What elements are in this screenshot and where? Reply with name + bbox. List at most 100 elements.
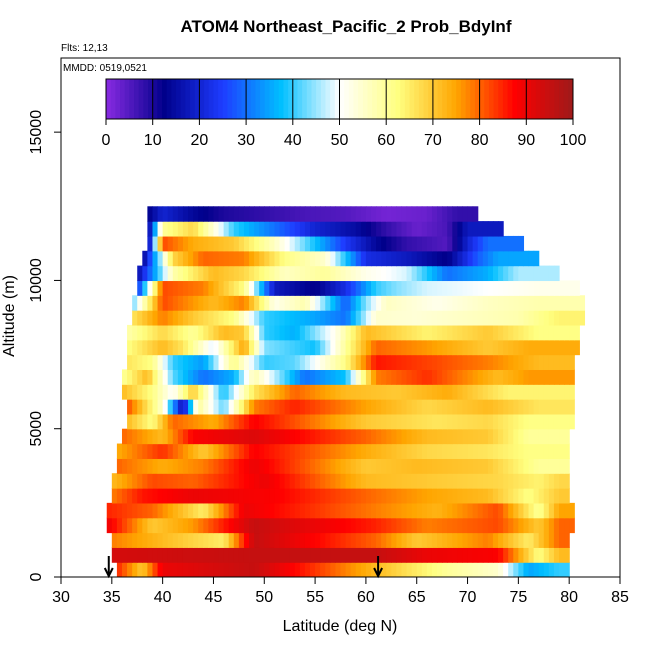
y-axis-label: Altitude (m) bbox=[1, 275, 18, 357]
heatmap-cell bbox=[137, 413, 143, 430]
heatmap-cell bbox=[162, 310, 169, 326]
heatmap-cell bbox=[238, 547, 245, 563]
heatmap-cell bbox=[365, 339, 372, 356]
heatmap-cell bbox=[406, 265, 413, 282]
heatmap-cell bbox=[569, 280, 575, 296]
heatmap-cell bbox=[386, 458, 392, 474]
heatmap-cell bbox=[467, 354, 474, 370]
heatmap-cell bbox=[335, 235, 342, 252]
heatmap-cell bbox=[325, 532, 331, 548]
heatmap-cell bbox=[452, 458, 458, 474]
heatmap-cell bbox=[518, 413, 525, 430]
heatmap-cell bbox=[498, 443, 504, 459]
heatmap-cell bbox=[386, 428, 392, 445]
heatmap-cell bbox=[360, 502, 367, 519]
heatmap-cell bbox=[559, 280, 565, 296]
colorbar-swatch bbox=[120, 79, 126, 119]
heatmap-cell bbox=[330, 458, 337, 474]
heatmap-cell bbox=[279, 265, 286, 282]
heatmap-cell bbox=[208, 250, 215, 267]
heatmap-cell bbox=[487, 562, 494, 577]
heatmap-cell bbox=[360, 458, 367, 474]
heatmap-cell bbox=[147, 354, 154, 370]
heatmap-cell bbox=[325, 339, 331, 356]
heatmap-cell bbox=[543, 295, 550, 311]
heatmap-cell bbox=[188, 324, 194, 341]
heatmap-cell bbox=[345, 399, 352, 415]
colorbar-swatch bbox=[381, 79, 387, 119]
heatmap-cell bbox=[487, 295, 494, 311]
heatmap-cell bbox=[269, 339, 276, 356]
heatmap-cell bbox=[482, 295, 489, 311]
heatmap-cell bbox=[284, 562, 291, 577]
heatmap-cell bbox=[193, 354, 199, 370]
heatmap-cell bbox=[538, 265, 545, 282]
heatmap-cell bbox=[426, 265, 433, 282]
heatmap-cell bbox=[208, 443, 215, 459]
heatmap-cell bbox=[564, 428, 570, 445]
heatmap-cell bbox=[137, 562, 143, 577]
heatmap-cell bbox=[203, 295, 209, 311]
heatmap-cell bbox=[223, 384, 230, 400]
heatmap-cell bbox=[401, 443, 408, 459]
heatmap-cell bbox=[310, 488, 316, 504]
heatmap-cell bbox=[462, 250, 469, 267]
heatmap-cell bbox=[492, 517, 499, 534]
heatmap-cell bbox=[254, 324, 260, 341]
heatmap-cell bbox=[548, 339, 555, 356]
heatmap-cell bbox=[193, 458, 199, 474]
heatmap-cell bbox=[193, 295, 199, 311]
heatmap-cell bbox=[416, 473, 423, 489]
heatmap-cell bbox=[304, 502, 311, 519]
heatmap-cell bbox=[564, 517, 570, 534]
heatmap-cell bbox=[350, 369, 357, 385]
heatmap-cell bbox=[442, 295, 448, 311]
heatmap-cell bbox=[533, 354, 540, 370]
heatmap-cell bbox=[370, 221, 377, 237]
heatmap-cell bbox=[503, 280, 509, 296]
heatmap-cell bbox=[477, 502, 484, 519]
heatmap-cell bbox=[538, 354, 545, 370]
heatmap-cell bbox=[350, 354, 357, 370]
chart-title: ATOM4 Northeast_Pacific_2 Prob_BdyInf bbox=[181, 17, 512, 36]
heatmap-cell bbox=[259, 295, 265, 311]
heatmap-cell bbox=[284, 517, 291, 534]
heatmap-cell bbox=[487, 517, 494, 534]
heatmap-cell bbox=[167, 517, 174, 534]
heatmap-cell bbox=[289, 221, 296, 237]
heatmap-cell bbox=[518, 310, 525, 326]
heatmap-cell bbox=[462, 295, 469, 311]
heatmap-cell bbox=[162, 443, 169, 459]
x-tick-label: 70 bbox=[459, 589, 477, 606]
heatmap-cell bbox=[376, 458, 382, 474]
heatmap-cell bbox=[431, 458, 438, 474]
heatmap-cell bbox=[330, 443, 337, 459]
heatmap-cell bbox=[208, 310, 215, 326]
heatmap-cell bbox=[249, 280, 255, 296]
heatmap-cell bbox=[304, 532, 311, 548]
heatmap-cell bbox=[233, 458, 240, 474]
heatmap-cell bbox=[406, 443, 413, 459]
heatmap-cell bbox=[172, 280, 179, 296]
heatmap-cell bbox=[310, 310, 316, 326]
heatmap-cell bbox=[304, 206, 311, 222]
heatmap-cell bbox=[249, 443, 255, 459]
heatmap-cell bbox=[132, 369, 138, 385]
heatmap-cell bbox=[559, 310, 565, 326]
heatmap-cell bbox=[315, 488, 321, 504]
heatmap-cell bbox=[503, 502, 509, 519]
heatmap-cell bbox=[340, 532, 347, 548]
heatmap-cell bbox=[340, 221, 347, 237]
heatmap-cell bbox=[330, 265, 337, 282]
heatmap-cell bbox=[498, 369, 504, 385]
heatmap-cell bbox=[370, 413, 377, 430]
heatmap-cell bbox=[376, 295, 382, 311]
heatmap-cell bbox=[462, 399, 469, 415]
heatmap-cell bbox=[218, 443, 225, 459]
heatmap-cell bbox=[340, 562, 347, 577]
heatmap-cell bbox=[264, 265, 270, 282]
heatmap-cell bbox=[386, 369, 392, 385]
heatmap-cell bbox=[310, 547, 316, 563]
heatmap-cell bbox=[233, 428, 240, 445]
heatmap-cell bbox=[274, 413, 281, 430]
